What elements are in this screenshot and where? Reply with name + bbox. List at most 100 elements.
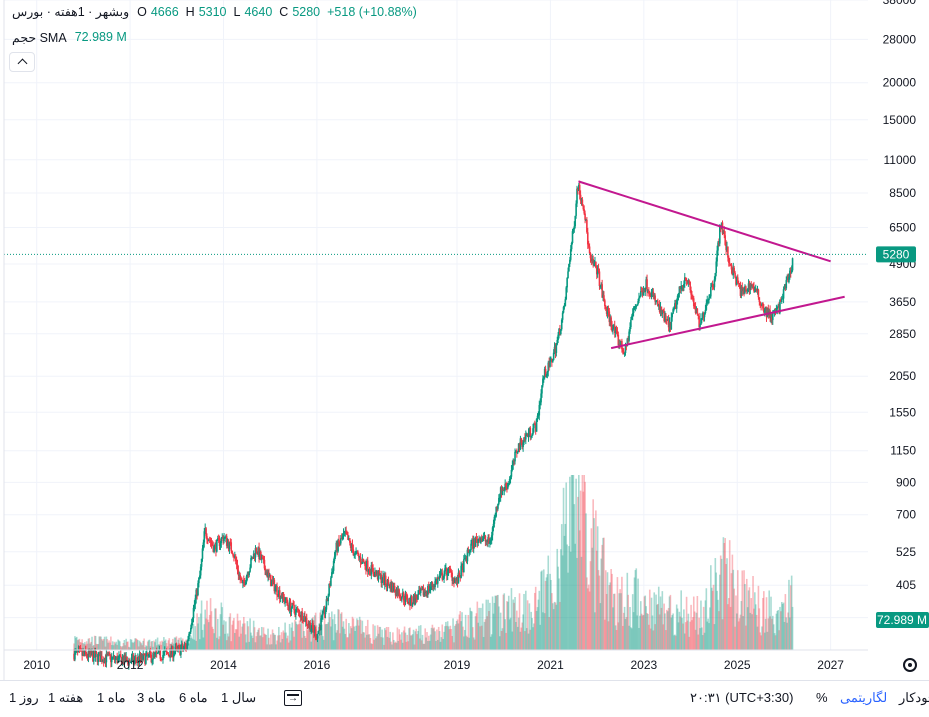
log-scale-button[interactable]: لگاریتمی [840, 690, 888, 705]
candle-body [192, 607, 195, 619]
candle-body [786, 276, 788, 281]
settings-gear-icon[interactable] [903, 658, 917, 672]
candle-body [141, 654, 144, 660]
volume-bar [625, 617, 628, 650]
auto-scale-button[interactable]: خودکار [899, 690, 929, 705]
volume-bar [114, 643, 117, 650]
volume-bar [763, 632, 766, 650]
candle-body [671, 313, 674, 318]
volume-bar [294, 619, 296, 650]
volume-bar [460, 621, 462, 650]
range-1-month-button[interactable]: 1 ماه [97, 690, 126, 705]
volume-bar [498, 636, 501, 650]
volume-bar [365, 625, 367, 650]
candle-body [430, 582, 433, 587]
percent-scale-button[interactable]: % [816, 690, 828, 705]
candle-body [515, 450, 517, 452]
candle-body [699, 324, 701, 327]
candle-body [144, 653, 146, 664]
range-1-week-button[interactable]: 1 هفته [48, 690, 84, 705]
volume-bar [221, 607, 224, 650]
volume-bar [505, 632, 507, 650]
volume-bar [774, 635, 777, 650]
volume-bar [340, 612, 343, 650]
volume-bar [617, 622, 620, 650]
volume-bar [688, 636, 691, 650]
candle-body [462, 564, 464, 573]
candle-body [549, 361, 551, 367]
range-1-year-button[interactable]: 1 سال [221, 690, 257, 705]
candle-body [776, 306, 779, 310]
collapse-legend-button[interactable] [9, 52, 35, 72]
candle-body [303, 615, 305, 622]
candle-body [82, 652, 84, 656]
timezone-clock[interactable]: ۲۰:۳۱ (UTC+3:30) [690, 690, 794, 705]
candle-body [504, 483, 506, 490]
candle-body [196, 589, 198, 596]
volume-bar [700, 600, 702, 650]
candle-body [337, 539, 339, 552]
volume-bar [790, 575, 793, 650]
volume-legend[interactable]: حجم SMA 72.989 M [12, 30, 127, 45]
volume-bar [342, 621, 345, 650]
volume-bar [771, 618, 773, 650]
volume-bar [483, 621, 486, 650]
volume-bar [410, 635, 413, 650]
volume-bar [156, 637, 159, 650]
volume-bar [765, 597, 768, 650]
candle-body [455, 577, 458, 581]
price-tick-label: 900 [896, 475, 916, 489]
volume-bar [531, 618, 533, 650]
candle-body [165, 650, 168, 653]
volume-bar [428, 635, 430, 650]
price-tick-label: 405 [896, 578, 916, 592]
candle-body [713, 279, 716, 288]
volume-bar [117, 639, 119, 650]
symbol-name[interactable]: وبشهر · 1هفته · بورس [12, 5, 130, 19]
candle-body [596, 268, 599, 275]
volume-bar [463, 636, 465, 650]
price-tick-label: 15000 [883, 113, 917, 127]
volume-bar [528, 603, 531, 650]
volume-bar [278, 626, 280, 650]
volume-bar [455, 620, 458, 650]
volume-bar [284, 622, 286, 650]
volume-bar [154, 639, 157, 650]
volume-bar [136, 639, 138, 650]
volume-bar [719, 574, 721, 650]
volume-bar [443, 631, 445, 650]
candle-body [245, 576, 248, 583]
candle-body [551, 358, 553, 363]
volume-bar [563, 535, 566, 650]
volume-bar [744, 584, 746, 650]
range-1-day-button[interactable]: 1 روز [9, 690, 39, 705]
volume-bar [694, 629, 697, 650]
candle-body [585, 219, 587, 221]
date-range-icon[interactable] [284, 690, 302, 706]
volume-bar [215, 608, 217, 650]
candle-body [600, 284, 603, 286]
volume-bar [723, 543, 726, 650]
candle-body [436, 580, 438, 584]
volume-bar [619, 589, 621, 650]
volume-bar [761, 626, 763, 650]
candle-body [183, 645, 186, 649]
volume-bar [419, 638, 421, 650]
volume-bar [537, 599, 540, 650]
candle-body [84, 650, 86, 655]
candle-body [613, 325, 616, 334]
volume-bar [317, 635, 320, 650]
range-3-month-button[interactable]: 3 ماه [137, 690, 166, 705]
candle-body [789, 270, 792, 273]
volume-bar [638, 627, 640, 650]
candle-body [525, 433, 528, 436]
candle-body [374, 571, 376, 577]
volume-bar [565, 482, 568, 650]
candle-body [322, 608, 325, 611]
range-6-month-button[interactable]: 6 ماه [179, 690, 208, 705]
volume-bar [406, 634, 409, 650]
price-chart[interactable]: 3800028000200001500011000850065004900365… [0, 0, 929, 680]
volume-bar [717, 599, 719, 650]
candle-body [683, 283, 685, 288]
